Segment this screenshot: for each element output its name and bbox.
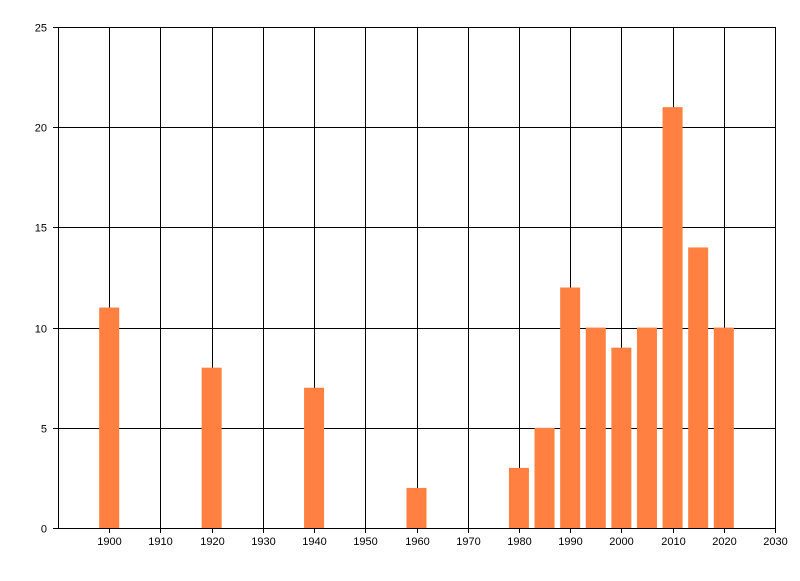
bar-2020 [713,327,734,528]
y-tick-label: 20 [35,123,47,135]
bar-2015 [688,247,709,528]
bar-2010 [662,107,683,528]
y-tick-labels: 0 5 10 15 20 25 [35,23,47,536]
x-tick-label: 1940 [302,536,326,548]
x-tick-label: 2010 [661,536,685,548]
x-tick-label: 1950 [353,536,377,548]
y-tick-label: 5 [41,424,47,436]
x-tick-label: 1910 [148,536,172,548]
grid [58,27,776,528]
x-tick-label: 1960 [405,536,429,548]
x-tick-label: 1900 [97,536,121,548]
x-tick-label: 1990 [558,536,582,548]
y-tick-label: 0 [41,524,47,536]
x-tick-labels: 1900 1910 1920 1930 1940 1950 1960 1970 1980 1990… [97,536,787,548]
bar-1920 [201,367,222,528]
bar-1940 [304,387,325,528]
bars [99,107,734,528]
bar-1995 [585,327,606,528]
bar-2005 [636,327,657,528]
bar-1990 [560,287,581,528]
y-tick-label: 25 [35,23,47,35]
bar-1960 [406,487,427,528]
bar-1980 [508,467,529,528]
bar-1985 [534,427,555,528]
x-tick-label: 1930 [251,536,275,548]
bar-1900 [99,307,120,528]
x-tick-label: 2000 [609,536,633,548]
x-tick-label: 1970 [456,536,480,548]
x-tick-label: 2020 [712,536,736,548]
y-tick-label: 10 [35,324,47,336]
x-tick-label: 2030 [763,536,787,548]
axes [53,27,776,533]
bar-2000 [611,347,632,528]
y-tick-label: 15 [35,223,47,235]
x-tick-label: 1920 [200,536,224,548]
x-tick-label: 1980 [507,536,531,548]
